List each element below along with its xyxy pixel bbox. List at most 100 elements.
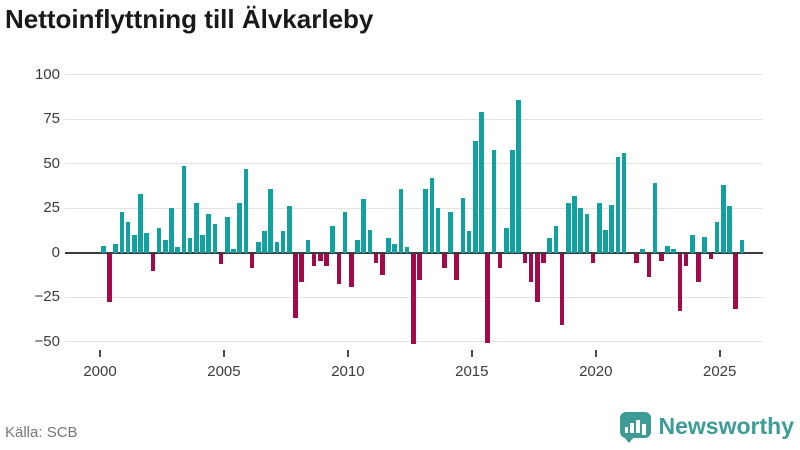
chart-title: Nettoinflyttning till Älvkarleby [5,4,374,34]
quarter-bar [336,253,342,284]
quarter-bar [454,253,460,281]
quarter-bar [727,206,732,253]
x-axis-tick-label: 2015 [455,363,489,380]
quarter-bar [262,231,267,253]
x-axis-tick-label: 2000 [83,363,117,380]
quarter-bar [423,188,429,253]
quarter-bar [144,233,150,253]
x-axis-tick-mark [470,350,473,357]
quarter-bar [373,253,379,263]
quarter-bar [175,247,181,253]
x-axis-tick-mark [718,350,721,357]
newsworthy-logo: Newsworthy [619,412,794,443]
quarter-bar [330,226,336,253]
newsworthy-logo-text: Newsworthy [658,413,794,439]
quarter-bar [206,213,212,253]
quarter-bar [392,243,398,253]
quarter-bar [274,242,280,253]
quarter-bar [497,253,503,268]
quarter-bar [386,238,391,253]
x-axis-tick-mark [594,350,597,357]
quarter-bar [534,253,540,302]
zero-baseline [65,251,763,254]
quarter-bar [187,238,193,253]
quarter-bar [466,231,472,253]
quarter-bar [615,156,621,253]
quarter-bar [528,253,534,283]
logo-mini-bar-chart-icon [624,417,646,433]
x-axis-tick-label: 2025 [703,363,737,380]
quarter-bar [286,206,292,253]
quarter-bar [218,253,224,265]
quarter-bar [584,213,590,253]
quarter-bar [689,234,695,253]
quarter-bar [596,202,602,253]
quarter-bar [547,238,553,253]
quarter-bar [398,188,404,253]
quarter-bar [541,253,546,263]
y-axis-tick-label: 100 [34,65,60,83]
quarter-bar [516,99,522,253]
y-axis-tick-label: −25 [34,288,60,306]
quarter-bar [237,202,243,253]
x-axis-tick-mark [99,350,101,357]
quarter-bar [565,202,571,253]
quarter-bar [683,253,689,267]
quarter-bar [404,247,410,253]
quarter-bar [677,253,683,311]
quarter-bar [268,188,274,253]
newsworthy-logo-icon [619,412,651,443]
quarter-bar [441,253,447,268]
quarter-bar [311,253,317,267]
quarter-bar [733,253,739,309]
quarter-bar [212,224,218,253]
quarter-bar [491,149,497,253]
quarter-bar [193,202,199,253]
quarter-bar [243,169,249,253]
y-axis-tick-label: 0 [51,243,60,261]
gridline [65,118,763,120]
quarter-bar [305,240,311,253]
quarter-bar [100,245,106,253]
quarter-bar [634,253,639,263]
quarter-bar [150,253,156,272]
quarter-bar [255,242,261,253]
x-axis-tick-mark [346,350,349,357]
quarter-bar [367,229,373,253]
quarter-bar [702,236,708,253]
quarter-bar [200,234,205,253]
quarter-bar [361,199,367,253]
quarter-bar [572,195,577,253]
quarter-bar [107,253,112,302]
quarter-bar [553,226,559,253]
quarter-bar [113,243,119,253]
quarter-bar [379,253,385,275]
quarter-bar [696,253,701,283]
quarter-bar [448,211,453,253]
quarter-bar [658,253,664,261]
quarter-bar [578,208,584,253]
quarter-bar [522,253,528,263]
quarter-bar [646,253,652,277]
quarter-bar [119,211,125,253]
quarter-bar [131,234,137,253]
quarter-bar [603,229,608,253]
y-axis-tick-label: 50 [43,154,60,172]
x-axis-tick-label: 2010 [331,363,365,380]
x-axis-tick-mark [222,350,225,357]
quarter-bar [472,140,478,253]
quarter-bar [125,222,131,253]
quarter-bar [559,253,565,325]
quarter-bar [640,249,646,253]
quarter-bar [355,240,360,253]
x-axis-tick-label: 2005 [207,363,241,380]
quarter-bar [293,253,298,318]
logo-speech-bubble-tail [623,437,634,443]
quarter-bar [720,185,726,253]
y-axis-tick-label: 75 [43,110,60,128]
logo-exclamation-dot-icon [641,431,646,435]
quarter-bar [429,178,435,253]
x-axis-tick-label: 2020 [579,363,613,380]
gridline [65,163,763,165]
